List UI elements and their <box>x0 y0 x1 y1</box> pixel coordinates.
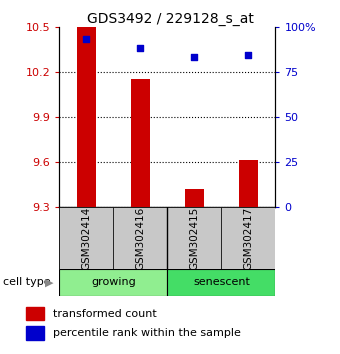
Point <box>246 53 251 58</box>
Bar <box>77 27 96 207</box>
Bar <box>131 79 150 207</box>
Text: GDS3492 / 229128_s_at: GDS3492 / 229128_s_at <box>87 12 253 27</box>
Text: GSM302415: GSM302415 <box>189 206 200 270</box>
Text: growing: growing <box>91 277 136 287</box>
Text: cell type: cell type <box>3 277 51 287</box>
Point <box>192 55 197 60</box>
Text: GSM302417: GSM302417 <box>243 206 253 270</box>
Text: percentile rank within the sample: percentile rank within the sample <box>53 328 241 338</box>
Text: senescent: senescent <box>193 277 250 287</box>
Text: transformed count: transformed count <box>53 309 157 319</box>
Bar <box>185 189 204 207</box>
Bar <box>27 307 44 320</box>
FancyBboxPatch shape <box>59 207 114 269</box>
FancyBboxPatch shape <box>114 207 167 269</box>
Text: GSM302416: GSM302416 <box>135 206 146 270</box>
FancyBboxPatch shape <box>59 269 167 296</box>
Text: ▶: ▶ <box>45 277 54 287</box>
Point <box>84 36 89 42</box>
FancyBboxPatch shape <box>221 207 275 269</box>
Text: GSM302414: GSM302414 <box>82 206 91 270</box>
Bar <box>27 326 44 340</box>
Bar <box>239 160 258 207</box>
Point <box>138 45 143 51</box>
FancyBboxPatch shape <box>167 269 275 296</box>
FancyBboxPatch shape <box>167 207 221 269</box>
FancyBboxPatch shape <box>59 207 275 269</box>
